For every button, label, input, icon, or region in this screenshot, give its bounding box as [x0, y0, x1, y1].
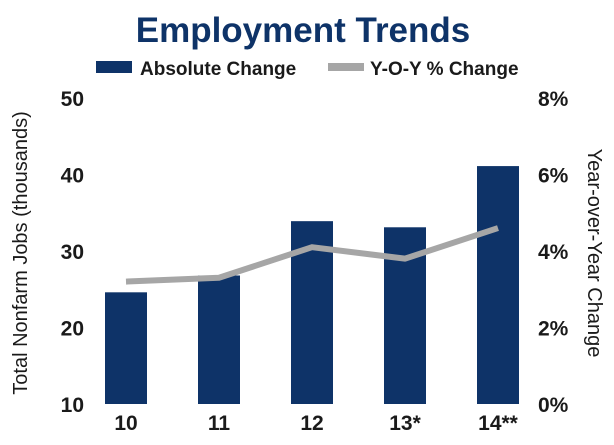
x-tick-label: 11 — [208, 412, 231, 435]
y-tick-label: 10 — [61, 394, 84, 417]
x-tick-label: 10 — [114, 412, 137, 435]
legend-bar-label: Absolute Change — [140, 59, 296, 80]
y-tick-label: 50 — [61, 88, 84, 111]
x-tick-label: 14** — [478, 412, 519, 435]
line-series-yoy-change — [125, 225, 499, 285]
plot-area: 10 20 30 40 50 0% 2% 4% 6% 8% 10 11 12 13* 14** — [61, 88, 569, 435]
legend-line-label: Y-O-Y % Change — [370, 59, 519, 80]
bar-1 — [105, 292, 147, 404]
y-tick-label: 30 — [61, 241, 84, 264]
y2-tick-label: 8% — [538, 88, 569, 111]
y2-tick-label: 0% — [538, 394, 569, 417]
y2-tick-label: 2% — [538, 318, 569, 341]
bar-2 — [198, 275, 240, 404]
y2-tick-label: 4% — [538, 241, 569, 264]
chart-title: Employment Trends — [136, 11, 471, 50]
x-tick-label: 12 — [300, 412, 323, 435]
x-tick-label: 13* — [389, 412, 421, 435]
y2-axis-label: Year-over-Year Change — [583, 149, 605, 358]
y2-tick-label: 6% — [538, 165, 569, 188]
y-tick-label: 40 — [61, 165, 84, 188]
legend: Absolute Change Y-O-Y % Change — [96, 59, 519, 80]
legend-bar-swatch — [96, 61, 132, 73]
y-axis-label: Total Nonfarm Jobs (thousands) — [10, 111, 32, 394]
bar-5 — [477, 166, 519, 404]
y-tick-label: 20 — [61, 318, 84, 341]
legend-line-swatch — [328, 63, 364, 71]
